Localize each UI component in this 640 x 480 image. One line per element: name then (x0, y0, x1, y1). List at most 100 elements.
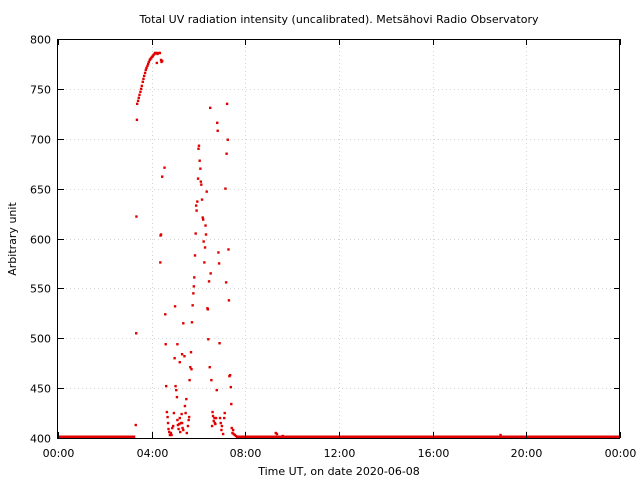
data-point (174, 384, 177, 388)
data-point (227, 299, 231, 302)
x-axis-ticks: 00:00 04:00 08:00 12:00 16:00 20:00 00:00 (43, 39, 636, 460)
data-point (213, 416, 216, 420)
data-point (229, 385, 233, 389)
data-point (141, 80, 144, 84)
data-point (204, 233, 208, 236)
data-point (146, 64, 149, 68)
data-point (221, 432, 225, 436)
data-point (201, 216, 204, 219)
data-point (200, 198, 204, 201)
data-point (224, 281, 228, 284)
data-point (172, 411, 176, 415)
y-tick-label: 550 (30, 283, 51, 296)
data-point (176, 418, 179, 422)
data-point (212, 419, 215, 423)
data-point (203, 246, 207, 249)
data-point (147, 60, 151, 64)
data-point (195, 209, 198, 212)
data-point (159, 261, 162, 264)
data-point (178, 360, 181, 364)
data-point (199, 167, 202, 170)
data-point (177, 427, 180, 431)
data-point (187, 415, 191, 419)
data-point (227, 248, 230, 251)
data-point (146, 62, 150, 66)
data-point (190, 321, 194, 324)
data-point (225, 152, 228, 155)
data-point (189, 351, 193, 354)
x-tick-label: 00:00 (43, 447, 75, 460)
data-point (168, 430, 171, 434)
data-point (220, 424, 224, 428)
data-point (499, 433, 502, 437)
data-point (218, 342, 221, 345)
y-tick-label: 700 (30, 134, 51, 147)
data-point (225, 102, 229, 106)
data-point (184, 411, 187, 415)
data-point (164, 384, 168, 388)
data-point (137, 96, 140, 100)
data-point (194, 232, 197, 235)
chart-title: Total UV radiation intensity (uncalibrat… (139, 13, 539, 26)
data-point (165, 410, 169, 414)
data-point (180, 421, 184, 425)
x-tick-label: 12:00 (324, 447, 356, 460)
data-point (167, 427, 170, 431)
baseline-band (58, 435, 136, 439)
data-point (175, 388, 178, 392)
data-point (275, 432, 279, 436)
data-point (134, 423, 137, 427)
data-point (171, 426, 174, 430)
data-point (281, 434, 284, 438)
data-point (198, 159, 201, 162)
data-point (145, 66, 148, 70)
data-point (142, 74, 146, 78)
data-point (143, 71, 147, 75)
data-point (139, 87, 143, 91)
data-point (144, 68, 148, 72)
data-point (211, 410, 214, 414)
data-point (181, 426, 184, 430)
data-point (180, 353, 184, 356)
data-point (164, 313, 167, 316)
data-point (199, 180, 203, 183)
data-point (180, 412, 183, 416)
data-point (210, 424, 214, 428)
data-point (193, 276, 196, 279)
y-tick-label: 450 (30, 383, 51, 396)
data-point (228, 373, 232, 377)
x-axis-label: Time UT, on date 2020-06-08 (257, 465, 420, 478)
data-point (217, 262, 221, 265)
data-point (176, 343, 179, 346)
y-tick-label: 750 (30, 84, 51, 97)
x-tick-label: 16:00 (418, 447, 450, 460)
data-point (218, 416, 222, 420)
data-point (217, 251, 220, 254)
data-point (224, 187, 227, 190)
data-point (192, 285, 196, 288)
data-point (223, 411, 226, 415)
data-point (168, 433, 172, 437)
data-point (178, 422, 181, 426)
data-point (210, 378, 213, 382)
x-tick-label: 04:00 (137, 447, 169, 460)
data-points (134, 51, 502, 438)
x-tick-label: 08:00 (230, 447, 262, 460)
data-point (209, 106, 212, 110)
data-point (182, 322, 185, 325)
data-point (185, 431, 188, 435)
y-axis-ticks: 400 450 500 550 600 650 700 750 800 (30, 34, 620, 446)
data-point (223, 416, 226, 420)
data-point (230, 402, 233, 406)
data-point (166, 415, 169, 419)
data-point (192, 292, 195, 295)
data-point (135, 215, 138, 218)
data-point (216, 121, 219, 124)
data-point (135, 118, 139, 121)
data-point (206, 308, 210, 311)
data-point (202, 240, 205, 243)
data-point (190, 367, 193, 371)
data-point (197, 147, 200, 150)
data-point (170, 433, 173, 437)
data-point (166, 421, 170, 425)
